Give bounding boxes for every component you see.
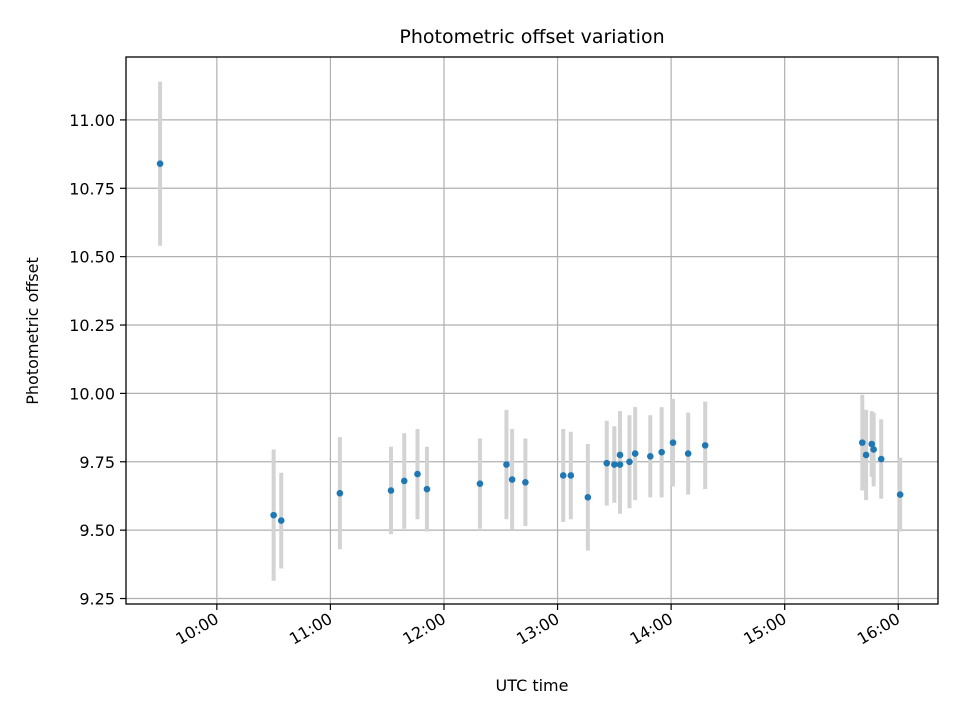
data-point	[476, 480, 484, 487]
data-point	[684, 450, 692, 457]
plot-frame	[125, 56, 939, 605]
y-tick-label: 9.50	[79, 521, 115, 540]
data-point	[616, 451, 624, 459]
data-point	[616, 461, 624, 468]
data-point	[870, 446, 877, 453]
data-point	[701, 442, 709, 449]
data-point	[626, 458, 633, 466]
y-tick-label: 10.50	[69, 248, 115, 267]
data-point	[646, 453, 654, 460]
data-points	[156, 160, 904, 524]
y-tick-label: 9.25	[79, 590, 115, 609]
data-point	[584, 494, 592, 501]
x-axis-label: UTC time	[496, 676, 569, 695]
data-point	[336, 489, 344, 497]
data-point	[508, 476, 516, 483]
data-point	[270, 511, 277, 519]
data-point	[423, 485, 431, 493]
grid-lines	[126, 57, 938, 604]
data-point	[277, 517, 285, 524]
data-point	[156, 160, 164, 167]
data-point	[559, 472, 567, 479]
data-point	[414, 470, 421, 478]
data-point	[400, 477, 408, 485]
data-point	[567, 472, 575, 479]
data-point	[669, 439, 677, 446]
data-point	[868, 440, 876, 448]
data-point	[858, 439, 866, 446]
y-axis-label: Photometric offset	[23, 257, 42, 405]
y-tick-label: 11.00	[69, 111, 115, 130]
y-tick-label: 10.75	[69, 179, 115, 198]
y-tick-label: 9.75	[79, 453, 115, 472]
y-tick-label: 10.00	[69, 384, 115, 403]
data-point	[387, 487, 395, 494]
data-point	[862, 451, 870, 459]
y-tick-label: 10.25	[69, 316, 115, 335]
data-point	[658, 448, 665, 456]
data-point	[877, 455, 885, 463]
data-point	[631, 450, 639, 457]
data-point	[522, 478, 529, 486]
data-point	[603, 459, 611, 467]
chart-title: Photometric offset variation	[399, 26, 664, 48]
data-point	[896, 491, 904, 498]
data-point	[503, 461, 510, 468]
y-axis-ticks: 9.25 9.50 9.75 10.00 10.25 10.50 10.75 11.00	[69, 111, 126, 609]
data-point	[611, 461, 618, 468]
